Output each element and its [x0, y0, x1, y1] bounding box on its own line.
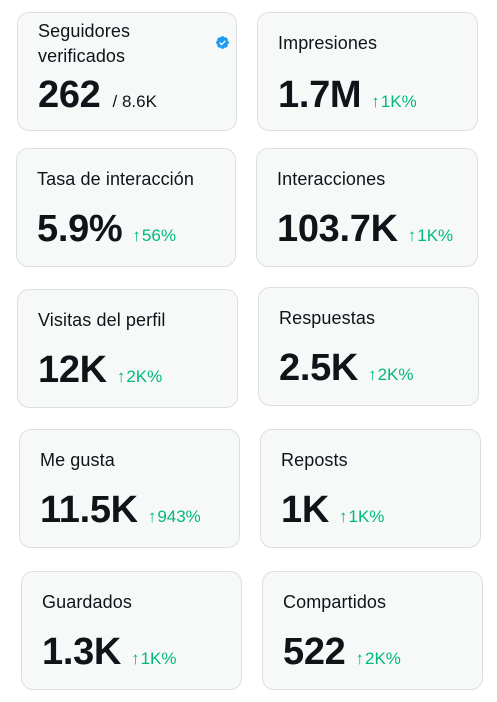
metric-card-engagement-rate[interactable]: Tasa de interacción 5.9% ↑ 56%: [16, 148, 236, 267]
metric-card-verified-followers[interactable]: Seguidores verificados 262 / 8.6K: [17, 12, 237, 131]
metric-delta: ↑ 2K%: [356, 649, 401, 669]
metric-label: Compartidos: [283, 592, 387, 612]
metric-card-replies[interactable]: Respuestas 2.5K ↑ 2K%: [258, 287, 479, 406]
arrow-up-icon: ↑: [355, 649, 365, 668]
metric-card-reposts[interactable]: Reposts 1K ↑ 1K%: [260, 429, 481, 548]
arrow-up-icon: ↑: [147, 507, 157, 526]
metric-delta: ↑ 1K%: [371, 92, 416, 112]
arrow-up-icon: ↑: [116, 367, 126, 386]
metric-value: 1.3K: [42, 631, 122, 673]
metric-label: Visitas del perfil: [38, 310, 166, 330]
metric-delta-value: 1K%: [348, 507, 385, 526]
metric-label: Me gusta: [40, 450, 115, 470]
verified-badge-icon: [216, 36, 229, 49]
metric-delta-value: 1K%: [380, 92, 417, 111]
arrow-up-icon: ↑: [132, 226, 141, 245]
metric-value: 12K: [38, 349, 107, 391]
metric-value: 1K: [281, 489, 329, 531]
metric-delta: ↑ 2K%: [117, 367, 162, 387]
metric-label: Respuestas: [279, 308, 376, 328]
metric-value: 522: [283, 631, 346, 673]
metric-delta-value: 56%: [141, 226, 176, 245]
metric-delta-value: 1K%: [417, 226, 454, 245]
metric-delta: ↑ 1K%: [408, 226, 453, 246]
metric-card-bookmarks[interactable]: Guardados 1.3K ↑ 1K%: [21, 571, 242, 690]
arrow-up-icon: ↑: [131, 649, 140, 668]
metric-value: 103.7K: [277, 208, 398, 250]
metric-total: / 8.6K: [112, 92, 157, 111]
metric-value: 262: [38, 74, 101, 116]
metric-delta-value: 2K%: [126, 367, 163, 386]
metric-label: Seguidores verificados: [38, 21, 131, 66]
metric-value: 11.5K: [40, 489, 138, 531]
metric-value: 5.9%: [37, 208, 123, 250]
arrow-up-icon: ↑: [407, 226, 417, 245]
metric-delta-value: 2K%: [377, 365, 414, 384]
metric-delta: ↑ 2K%: [368, 365, 413, 385]
metric-card-profile-visits[interactable]: Visitas del perfil 12K ↑ 2K%: [17, 289, 238, 408]
metric-delta: ↑ 1K%: [339, 507, 384, 527]
metric-delta: ↑ 1K%: [131, 649, 176, 669]
arrow-up-icon: ↑: [368, 365, 377, 384]
metric-label: Impresiones: [278, 33, 378, 53]
arrow-up-icon: ↑: [371, 92, 380, 111]
metric-label: Tasa de interacción: [37, 169, 194, 189]
metric-value: 2.5K: [279, 347, 359, 389]
arrow-up-icon: ↑: [338, 507, 348, 526]
metric-card-shares[interactable]: Compartidos 522 ↑ 2K%: [262, 571, 483, 690]
metric-value: 1.7M: [278, 74, 362, 116]
metric-card-engagements[interactable]: Interacciones 103.7K ↑ 1K%: [256, 148, 478, 267]
metric-label: Reposts: [281, 450, 348, 470]
metric-delta-value: 1K%: [140, 649, 177, 668]
metric-delta: ↑ 943%: [148, 507, 201, 527]
metric-card-impressions[interactable]: Impresiones 1.7M ↑ 1K%: [257, 12, 478, 131]
metric-delta-value: 943%: [157, 507, 201, 526]
metric-card-likes[interactable]: Me gusta 11.5K ↑ 943%: [19, 429, 240, 548]
metric-label: Guardados: [42, 592, 132, 612]
metric-delta: ↑ 56%: [132, 226, 176, 246]
metric-label: Interacciones: [277, 169, 386, 189]
metric-delta-value: 2K%: [365, 649, 401, 668]
